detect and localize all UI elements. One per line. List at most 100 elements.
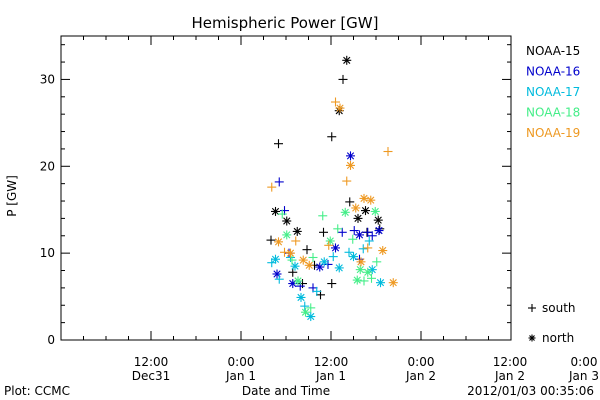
data-point-noaa-19 <box>280 247 289 257</box>
data-point-noaa-18 <box>372 257 382 267</box>
data-point-noaa-15 <box>274 139 283 149</box>
x-tick-label-date: Jan 1 <box>315 369 346 383</box>
data-point-noaa-18 <box>355 265 365 275</box>
x-tick-label-time: 12:00 <box>314 355 349 369</box>
data-point-noaa-15 <box>327 132 337 142</box>
data-point-noaa-18 <box>352 275 362 285</box>
data-point-noaa-19 <box>359 193 369 203</box>
data-point-noaa-17 <box>358 244 368 254</box>
data-point-noaa-19 <box>351 203 361 213</box>
y-tick-label: 20 <box>40 159 55 173</box>
marker-legend-south: south <box>528 301 576 315</box>
data-point-noaa-17 <box>306 312 316 322</box>
data-point-noaa-17 <box>271 254 280 264</box>
data-point-noaa-17 <box>349 252 358 262</box>
y-tick-label: 10 <box>40 246 55 260</box>
data-point-noaa-18 <box>333 224 343 234</box>
data-point-noaa-16 <box>367 231 377 241</box>
legend-entry-noaa-17: NOAA-17 <box>526 85 580 99</box>
data-point-noaa-16 <box>331 243 340 253</box>
data-point-noaa-19 <box>298 255 308 265</box>
x-tick-label-date: Jan 1 <box>225 369 256 383</box>
x-tick-label-time: 12:00 <box>134 355 169 369</box>
data-point-noaa-15 <box>266 235 276 245</box>
data-point-noaa-16 <box>349 226 359 236</box>
data-point-noaa-15 <box>282 216 292 226</box>
x-tick-label-time: 12:00 <box>493 355 528 369</box>
x-tick-label-date: Jan 2 <box>494 369 525 383</box>
marker-legend-north: north <box>528 331 574 345</box>
data-point-noaa-18 <box>282 230 292 240</box>
data-point-noaa-19 <box>342 176 352 186</box>
data-point-noaa-18 <box>340 207 350 217</box>
data-point-noaa-19 <box>366 195 376 205</box>
data-point-noaa-15 <box>373 215 383 225</box>
data-point-noaa-15 <box>338 74 348 84</box>
x-tick-label-date: Jan 3 <box>568 369 599 383</box>
legend-entry-noaa-19: NOAA-19 <box>526 126 580 140</box>
data-point-noaa-19 <box>383 147 393 157</box>
data-point-noaa-17 <box>274 274 284 284</box>
footer-plot-source: Plot: CCMC <box>4 384 70 398</box>
data-point-noaa-18 <box>301 307 310 317</box>
data-point-noaa-16 <box>272 269 282 279</box>
data-point-noaa-19 <box>356 257 366 267</box>
data-points <box>266 55 398 322</box>
data-point-noaa-18 <box>370 206 380 216</box>
data-point-noaa-16 <box>346 151 355 161</box>
data-point-noaa-19 <box>378 246 388 256</box>
data-point-noaa-15 <box>353 213 363 223</box>
data-point-noaa-18 <box>308 252 318 262</box>
y-axis-label: P [GW] <box>5 175 19 217</box>
data-point-noaa-18 <box>293 276 303 286</box>
data-point-noaa-16 <box>355 230 364 240</box>
data-point-noaa-18 <box>348 234 358 244</box>
data-point-noaa-18 <box>325 236 335 246</box>
data-point-noaa-19 <box>274 237 283 247</box>
data-point-noaa-16 <box>374 226 384 236</box>
data-point-noaa-19 <box>363 243 373 253</box>
data-point-noaa-17 <box>300 301 310 311</box>
x-axis-label: Date and Time <box>242 384 330 398</box>
legend-entry-noaa-15: NOAA-15 <box>526 44 580 58</box>
x-tick-label-time: 0:00 <box>408 355 435 369</box>
x-tick-label-date: Jan 2 <box>405 369 436 383</box>
data-point-noaa-18 <box>306 303 316 313</box>
x-tick-label-time: 0:00 <box>571 355 598 369</box>
data-point-noaa-17 <box>312 286 322 296</box>
data-point-noaa-19 <box>388 278 398 288</box>
data-point-noaa-19 <box>331 97 340 107</box>
x-tick-label-time: 0:00 <box>228 355 255 369</box>
series-legend: NOAA-15 NOAA-16 NOAA-17 NOAA-18 NOAA-19 <box>526 44 580 140</box>
chart-title: Hemispheric Power [GW] <box>192 14 379 32</box>
data-point-noaa-15 <box>361 206 370 216</box>
data-point-noaa-16 <box>274 177 284 187</box>
data-point-noaa-17 <box>290 261 300 271</box>
data-point-noaa-17 <box>364 236 374 246</box>
data-point-noaa-17 <box>328 252 338 262</box>
x-tick-label-date: Dec31 <box>132 369 171 383</box>
data-point-noaa-19 <box>267 182 277 192</box>
data-point-noaa-19 <box>324 240 334 250</box>
data-point-noaa-19 <box>346 160 355 170</box>
plot-frame <box>60 35 512 341</box>
data-point-noaa-19 <box>304 260 314 270</box>
data-point-noaa-17 <box>344 247 354 257</box>
data-point-noaa-19 <box>286 248 295 258</box>
marker-legend: south north <box>528 301 576 345</box>
y-axis: 0 10 20 30 <box>40 44 511 347</box>
data-point-noaa-17 <box>376 278 385 288</box>
data-point-noaa-17 <box>319 257 329 267</box>
y-tick-label: 0 <box>47 333 55 347</box>
data-point-noaa-18 <box>363 267 373 277</box>
data-point-noaa-15 <box>271 206 280 216</box>
marker-legend-label: south <box>542 301 576 315</box>
data-point-noaa-17 <box>296 292 306 302</box>
data-point-noaa-18 <box>367 273 376 283</box>
data-point-noaa-15 <box>342 55 352 65</box>
footer-timestamp: 2012/01/03 00:35:06 <box>467 384 594 398</box>
data-point-noaa-15 <box>288 267 298 277</box>
data-point-noaa-15 <box>327 279 337 289</box>
